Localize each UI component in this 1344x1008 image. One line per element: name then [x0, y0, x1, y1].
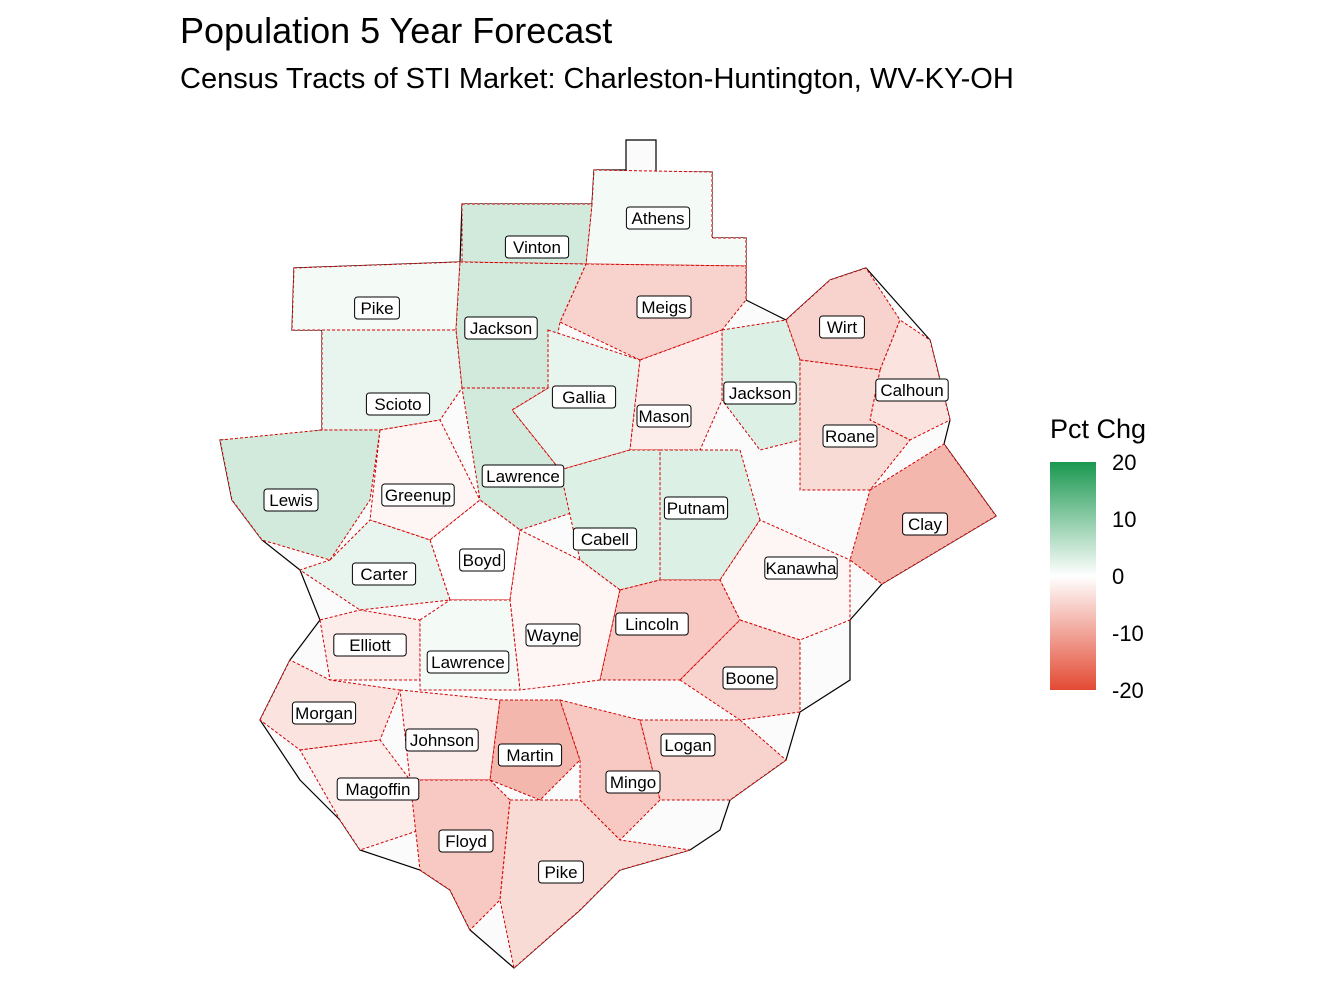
county-label-box-calhoun-8 [875, 378, 949, 402]
legend-tick-20: 20 [1112, 450, 1137, 475]
county-label-box-scioto-9 [365, 392, 431, 416]
county-label-box-lawrence-12 [481, 464, 565, 488]
county-label-kanawha-20: Kanawha [766, 559, 837, 578]
county-label-box-jackson-7 [723, 381, 797, 405]
county-label-box-jackson-4 [464, 316, 538, 340]
county-label-wayne-21: Wayne [527, 626, 579, 645]
county-label-box-martin-28 [497, 743, 563, 767]
map-title: Population 5 Year Forecast [180, 10, 613, 51]
county-label-vinton-1: Vinton [513, 238, 561, 257]
county-label-box-athens-0 [625, 206, 691, 230]
legend-colorbar [1050, 462, 1096, 690]
county-label-box-clay-16 [902, 512, 948, 536]
county-label-box-carter-19 [351, 562, 417, 586]
legend-tick-minus10: -10 [1112, 621, 1144, 646]
county-label-floyd-32: Floyd [445, 832, 487, 851]
county-label-box-boyd-18 [459, 548, 505, 572]
county-label-box-morgan-26 [291, 701, 357, 725]
county-label-scioto-9: Scioto [374, 395, 421, 414]
county-label-box-pike-33 [538, 860, 584, 884]
county-label-boyd-18: Boyd [463, 551, 502, 570]
legend-tick-0: 0 [1112, 564, 1125, 589]
county-label-box-lincoln-22 [615, 612, 689, 636]
county-label-mason-10: Mason [638, 407, 689, 426]
county-region-pike-3 [291, 261, 461, 331]
county-label-box-pike-3 [354, 296, 400, 320]
county-label-greenup-14: Greenup [385, 486, 451, 505]
county-label-box-mason-10 [636, 404, 692, 428]
county-label-box-lawrence-24 [426, 650, 510, 674]
county-label-carter-19: Carter [360, 565, 408, 584]
legend-tick-10: 10 [1112, 507, 1137, 532]
county-label-box-logan-29 [660, 733, 716, 757]
county-label-martin-28: Martin [506, 746, 553, 765]
legend-tick-minus20: -20 [1112, 678, 1144, 703]
county-label-box-putnam-15 [663, 496, 729, 520]
county-label-cabell-17: Cabell [581, 530, 629, 549]
county-label-box-gallia-6 [551, 385, 617, 409]
map-subtitle: Census Tracts of STI Market: Charleston-… [180, 63, 1014, 95]
county-label-lincoln-22: Lincoln [625, 615, 679, 634]
county-label-morgan-26: Morgan [295, 704, 353, 723]
county-label-gallia-6: Gallia [562, 388, 606, 407]
county-label-calhoun-8: Calhoun [880, 381, 943, 400]
county-label-box-roane-11 [822, 424, 878, 448]
county-label-box-kanawha-20 [764, 556, 838, 580]
county-label-logan-29: Logan [664, 736, 711, 755]
county-label-lewis-13: Lewis [269, 491, 312, 510]
county-label-magoffin-31: Magoffin [346, 780, 411, 799]
county-label-box-floyd-32 [438, 829, 494, 853]
county-label-mingo-30: Mingo [610, 773, 656, 792]
county-label-box-wayne-21 [525, 623, 581, 647]
county-label-jackson-4: Jackson [470, 319, 532, 338]
county-label-wirt-5: Wirt [827, 318, 857, 337]
legend-title: Pct Chg [1050, 414, 1147, 444]
county-region-pike-33 [499, 799, 691, 969]
county-label-box-johnson-27 [405, 728, 479, 752]
county-label-jackson-7: Jackson [729, 384, 791, 403]
county-label-elliott-23: Elliott [349, 636, 391, 655]
county-label-box-greenup-14 [381, 483, 455, 507]
county-label-meigs-2: Meigs [641, 298, 686, 317]
county-label-box-mingo-30 [605, 770, 661, 794]
county-label-box-boone-25 [722, 666, 778, 690]
county-label-box-meigs-2 [636, 295, 692, 319]
county-label-pike-3: Pike [360, 299, 393, 318]
county-label-putnam-15: Putnam [667, 499, 726, 518]
county-label-clay-16: Clay [908, 515, 943, 534]
county-label-roane-11: Roane [825, 427, 875, 446]
county-label-boone-25: Boone [725, 669, 774, 688]
county-label-box-vinton-1 [504, 235, 570, 259]
county-label-lawrence-12: Lawrence [486, 467, 560, 486]
county-label-box-elliott-23 [333, 633, 407, 657]
county-label-johnson-27: Johnson [410, 731, 474, 750]
county-label-box-magoffin-31 [336, 777, 420, 801]
county-label-box-wirt-5 [819, 315, 865, 339]
county-region-lawrence-24 [419, 599, 521, 691]
county-region-floyd-32 [409, 779, 511, 931]
county-label-lawrence-24: Lawrence [431, 653, 505, 672]
county-label-pike-33: Pike [544, 863, 577, 882]
county-label-box-cabell-17 [572, 527, 638, 551]
county-label-athens-0: Athens [632, 209, 685, 228]
county-label-box-lewis-13 [263, 488, 319, 512]
